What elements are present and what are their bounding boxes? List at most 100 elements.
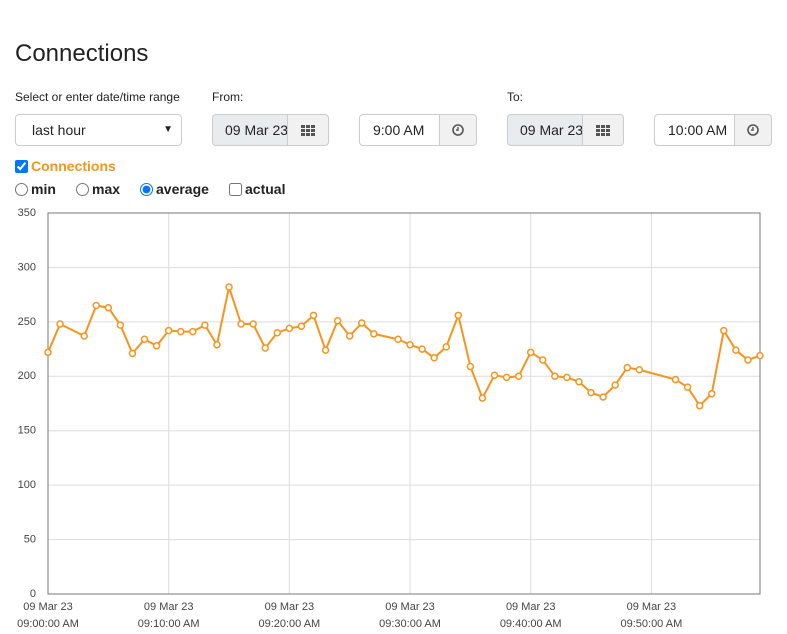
to-calendar-button[interactable]	[582, 114, 624, 146]
point	[490, 371, 499, 379]
from-label: From:	[212, 90, 244, 104]
from-time[interactable]: 9:00 AM	[359, 114, 440, 146]
point	[394, 335, 402, 344]
range-value: last hour	[32, 122, 86, 138]
point	[707, 389, 716, 398]
point	[671, 375, 680, 384]
point	[189, 327, 197, 336]
point	[345, 332, 354, 340]
point	[454, 311, 463, 320]
point	[526, 348, 535, 357]
mode-option[interactable]: max	[76, 181, 120, 197]
point	[261, 344, 269, 352]
point	[297, 322, 306, 330]
series-toggle-label: Connections	[31, 158, 116, 174]
point	[116, 321, 125, 329]
point	[128, 349, 137, 358]
mode-option[interactable]: average	[140, 181, 209, 197]
point	[539, 356, 547, 364]
to-time[interactable]: 10:00 AM	[654, 114, 735, 146]
point	[430, 354, 438, 362]
x-tick-label: 09 Mar 23 09:30:00 AM	[379, 601, 441, 630]
calendar-icon	[301, 124, 315, 136]
point	[442, 343, 450, 351]
point	[249, 320, 257, 328]
point	[587, 388, 595, 397]
range-select[interactable]: last hour ▼	[15, 114, 182, 146]
from-date[interactable]: 09 Mar 23	[212, 114, 288, 146]
point	[514, 372, 523, 381]
point	[201, 321, 209, 329]
point	[140, 335, 149, 344]
point	[152, 342, 161, 350]
mode-label: max	[92, 181, 121, 197]
point	[358, 319, 366, 327]
x-tick-label: 09 Mar 23 09:20:00 AM	[258, 601, 320, 630]
x-tick-label: 09 Mar 23 09:10:00 AM	[138, 601, 200, 630]
clock-icon	[747, 124, 759, 136]
plot-border	[47, 212, 761, 595]
to-label: To:	[507, 90, 524, 104]
point	[551, 372, 559, 381]
point	[732, 346, 740, 354]
point	[273, 328, 282, 337]
point	[611, 381, 619, 389]
point	[321, 346, 330, 354]
mode-label: actual	[245, 181, 286, 197]
clock-icon	[452, 124, 464, 136]
range-label: Select or enter date/time range	[15, 90, 180, 104]
y-tick-label: 100	[18, 479, 36, 491]
y-tick-label: 200	[18, 370, 36, 382]
point	[225, 283, 233, 291]
point	[164, 326, 173, 335]
point	[563, 373, 571, 382]
point	[176, 327, 185, 336]
point	[683, 383, 692, 391]
series-toggle[interactable]: Connections	[15, 158, 116, 174]
mode-checkbox[interactable]	[229, 182, 242, 196]
point	[406, 340, 414, 349]
point	[575, 377, 583, 386]
mode-radio[interactable]	[76, 182, 89, 196]
point	[695, 401, 704, 410]
y-tick-label: 0	[30, 588, 36, 600]
y-tick-label: 350	[18, 207, 36, 219]
mode-option[interactable]: min	[15, 181, 56, 197]
from-clock-button[interactable]	[439, 114, 477, 146]
y-tick-label: 50	[24, 533, 36, 545]
point	[104, 303, 113, 312]
y-tick-label: 150	[18, 425, 36, 437]
point	[370, 330, 378, 338]
mode-radio[interactable]	[15, 182, 28, 196]
x-tick-label: 09 Mar 23 09:50:00 AM	[620, 601, 682, 630]
mode-option[interactable]: actual	[229, 181, 285, 197]
mode-radio[interactable]	[140, 182, 153, 196]
point	[466, 362, 475, 371]
point	[720, 326, 728, 335]
chart: 0 50 100 150 200 250 300 350 09 Mar 23 09:00:00 A…	[17, 207, 764, 630]
point	[285, 324, 294, 333]
point	[92, 301, 101, 310]
to-date[interactable]: 09 Mar 23	[507, 114, 583, 146]
point	[599, 393, 607, 401]
point	[418, 345, 426, 353]
x-tick-label: 09 Mar 23 09:40:00 AM	[500, 601, 562, 630]
y-tick-label: 300	[18, 261, 36, 273]
point	[56, 320, 64, 328]
point	[333, 317, 342, 325]
x-tick-label: 09 Mar 23 09:00:00 AM	[17, 601, 79, 630]
point	[744, 356, 752, 364]
series-checkbox[interactable]	[15, 159, 28, 173]
point	[502, 373, 511, 382]
point	[478, 394, 487, 402]
point	[80, 332, 88, 340]
calendar-icon	[596, 124, 610, 136]
point	[44, 348, 52, 357]
point	[623, 363, 632, 372]
point	[309, 311, 318, 320]
y-tick-label: 250	[18, 316, 36, 328]
from-calendar-button[interactable]	[287, 114, 329, 146]
to-clock-button[interactable]	[734, 114, 772, 146]
point	[756, 351, 764, 360]
